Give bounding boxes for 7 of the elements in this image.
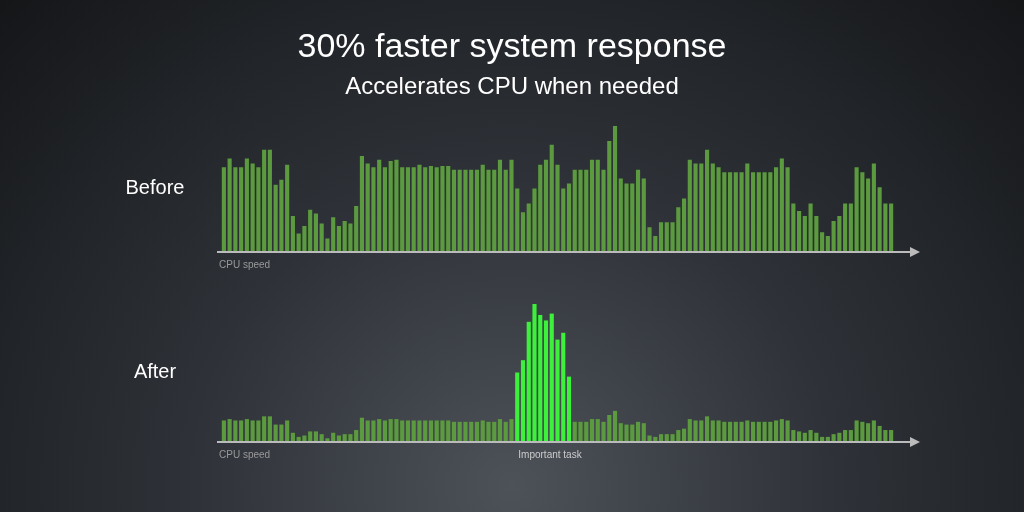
chart-title: 30% faster system response xyxy=(296,26,728,65)
chart-subtitle: Accelerates CPU when needed xyxy=(344,72,680,100)
text: Important task xyxy=(517,449,583,460)
y-axis-title: Before xyxy=(124,175,186,199)
x-axis-title: CPU speed xyxy=(219,259,271,270)
x-axis-title: CPU speed xyxy=(219,449,271,460)
y-axis-title: After xyxy=(132,359,178,383)
